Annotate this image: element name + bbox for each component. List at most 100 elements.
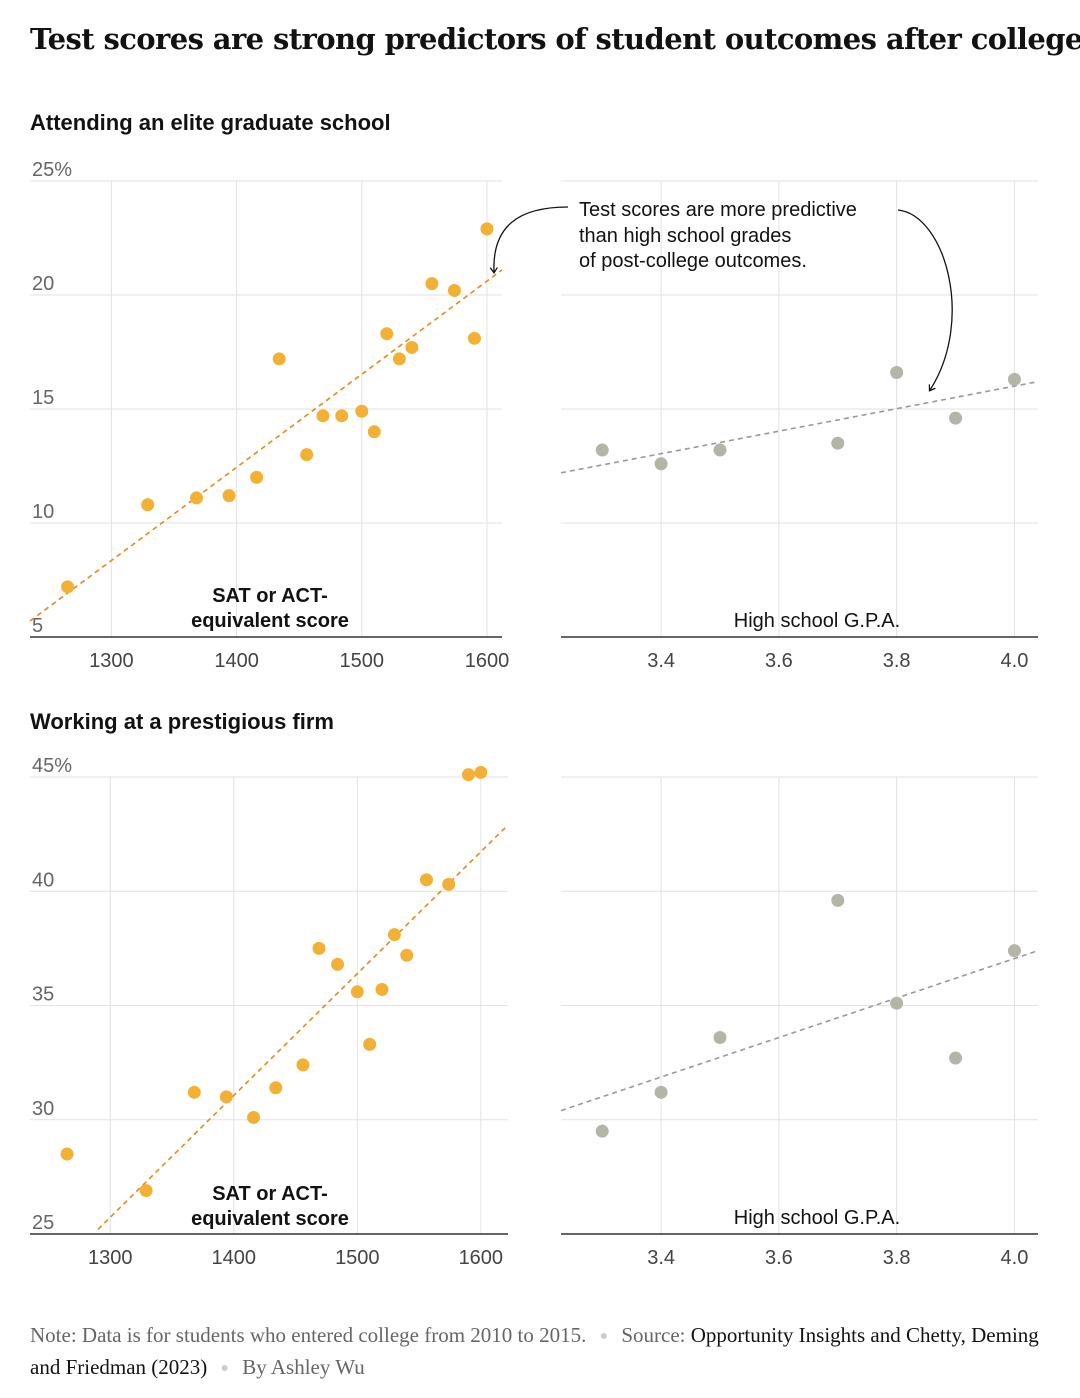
data-point [335, 409, 349, 423]
data-point [316, 409, 330, 423]
data-point [425, 277, 439, 291]
data-point [447, 283, 461, 297]
y-tick-label: 20 [32, 273, 54, 295]
annotation-line-3: of post-college outcomes. [579, 250, 807, 272]
byline: By Ashley Wu [242, 1355, 365, 1379]
x-tick-label: 3.4 [647, 650, 675, 672]
chart-panel-1: 1300 1400 1500 1600 5 10 15 20 25% SAT or ACT-equ… [29, 159, 510, 672]
data-point [831, 893, 845, 907]
data-point [375, 983, 389, 997]
x-tick-label: 3.8 [883, 650, 911, 672]
y-tick-label: 40 [32, 869, 54, 891]
data-point [141, 498, 155, 512]
x-tick-label: 1300 [88, 1247, 133, 1269]
data-point [713, 443, 727, 457]
data-point [1007, 944, 1021, 958]
trend-line [560, 949, 1039, 1112]
data-point [300, 448, 314, 462]
data-point [219, 1090, 233, 1104]
data-point [61, 580, 75, 594]
data-point [190, 491, 204, 505]
y-tick-label: 35 [32, 984, 54, 1006]
data-point [392, 352, 406, 366]
data-point [890, 366, 904, 380]
data-point [250, 470, 264, 484]
data-point [247, 1110, 261, 1124]
x-axis-label: High school G.P.A. [734, 1207, 900, 1229]
data-point [222, 489, 236, 503]
data-point [595, 1124, 609, 1138]
x-tick-label: 4.0 [1001, 1247, 1029, 1269]
data-point [474, 765, 488, 779]
annotation-line-1: Test scores are more predictive [579, 199, 857, 221]
charts-canvas: 1300 1400 1500 1600 5 10 15 20 25% SAT or ACT-equ… [29, 159, 1039, 1269]
x-tick-label: 3.6 [765, 650, 793, 672]
data-point [272, 352, 286, 366]
y-tick-label: 25% [32, 159, 72, 181]
x-axis-label: SAT or ACT- [212, 585, 328, 607]
x-tick-label: 3.8 [883, 1247, 911, 1269]
annotation-line-2: than high school grades [579, 225, 791, 247]
x-tick-label: 1400 [212, 1247, 257, 1269]
data-point [60, 1147, 74, 1161]
y-tick-label: 45% [32, 755, 72, 777]
x-tick-label: 4.0 [1001, 650, 1029, 672]
data-point [419, 873, 433, 887]
data-point [949, 411, 963, 425]
x-tick-label: 1600 [465, 650, 510, 672]
x-tick-label: 1500 [340, 650, 385, 672]
trend-line [29, 269, 503, 622]
note-text: Data is for students who entered college… [81, 1323, 587, 1347]
data-point [405, 340, 419, 354]
chart-panel-4: 3.4 3.6 3.8 4.0 High school G.P.A. [560, 776, 1039, 1269]
section-title-prestigious-firm: Working at a prestigious firm [30, 709, 334, 734]
x-tick-label: 3.4 [647, 1247, 675, 1269]
data-point [654, 457, 668, 471]
chart-panel-3: 1300 1400 1500 1600 25 30 35 40 45% SAT or ACT-eq… [30, 755, 509, 1269]
data-point [312, 941, 326, 955]
separator-dot-icon: ● [599, 1329, 609, 1344]
trend-line [560, 380, 1039, 474]
footer: Note: Data is for students who entered c… [30, 1320, 1060, 1384]
data-point [331, 957, 345, 971]
chart-panel-2: 3.4 3.6 3.8 4.0 High school G.P.A. [560, 180, 1039, 672]
y-tick-label: 5 [32, 615, 43, 637]
data-point [269, 1081, 283, 1095]
x-axis-label: equivalent score [191, 1208, 349, 1230]
y-tick-label: 10 [32, 501, 54, 523]
data-point [367, 425, 381, 439]
data-point [713, 1030, 727, 1044]
data-point [139, 1184, 153, 1198]
data-point [831, 436, 845, 450]
x-axis-label: SAT or ACT- [212, 1183, 328, 1205]
x-tick-label: 3.6 [765, 1247, 793, 1269]
x-tick-label: 1500 [335, 1247, 380, 1269]
data-point [380, 327, 394, 341]
y-tick-label: 25 [32, 1212, 54, 1234]
note-label: Note: [30, 1323, 77, 1347]
data-point [467, 331, 481, 345]
x-tick-label: 1600 [459, 1247, 504, 1269]
data-point [296, 1058, 310, 1072]
data-point [461, 768, 475, 782]
headline: Test scores are strong predictors of stu… [30, 22, 1080, 56]
annotation-arrow-left [494, 206, 569, 272]
x-tick-label: 1300 [89, 650, 134, 672]
data-point [442, 877, 456, 891]
y-tick-label: 30 [32, 1098, 54, 1120]
x-axis-label: equivalent score [191, 610, 349, 632]
x-tick-label: 1400 [214, 650, 259, 672]
source-label: Source: [621, 1323, 686, 1347]
separator-dot-icon: ● [220, 1361, 230, 1376]
data-point [1007, 372, 1021, 386]
x-axis-label: High school G.P.A. [734, 610, 900, 632]
data-point [400, 948, 414, 962]
data-point [355, 404, 369, 418]
data-point [949, 1051, 963, 1065]
y-tick-label: 15 [32, 387, 54, 409]
data-point [480, 222, 494, 236]
data-point [387, 928, 401, 942]
trend-line [97, 824, 509, 1230]
source-text: Opportunity Insights and Chetty, Deming … [30, 1323, 1039, 1379]
annotation: Test scores are more predictive than hig… [494, 199, 953, 390]
